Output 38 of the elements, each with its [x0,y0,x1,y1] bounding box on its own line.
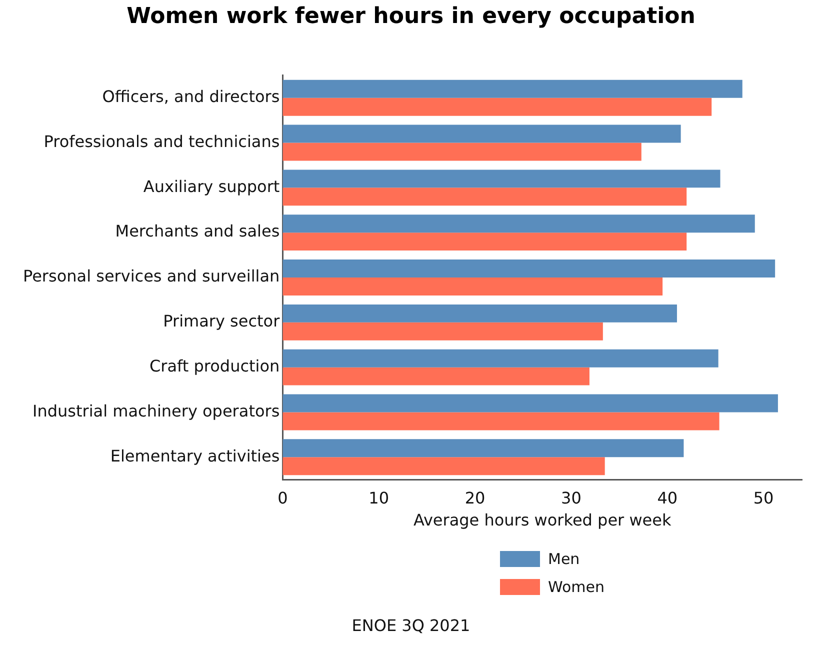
y-tick-label: Merchants and sales [115,222,280,241]
bar [282,278,663,296]
legend-label: Men [548,550,580,568]
bar [282,214,755,233]
bar [282,412,720,430]
text: ENOE 3Q 2021 [350,616,472,635]
y-tick-label: Elementary activities [110,446,280,466]
bar [282,349,718,368]
bar [282,260,776,278]
bar [282,188,687,206]
x-tick-label: 30 [561,488,582,508]
legend-label: Women [548,578,604,596]
bar [282,80,742,98]
bar [282,232,687,251]
x-tick-label: 40 [657,488,678,508]
bar [282,322,603,340]
bar [282,304,677,322]
y-tick-label: Officers, and directors [102,87,280,106]
chart-title: Women work fewer hours in every occupation [126,4,696,29]
bar [282,170,720,188]
y-tick-label: Personal services and surveillan [23,266,280,286]
y-tick-label: Professionals and technicians [44,132,280,151]
bar [282,142,642,161]
bar [282,439,684,458]
y-tick-label: Auxiliary support [143,176,280,196]
y-tick-label: Industrial machinery operators [32,401,280,420]
bar [282,98,712,116]
bar [282,457,605,476]
y-tick-label: Craft production [149,356,280,376]
x-tick-label: 0 [278,488,288,508]
y-tick-label: Primary sector [163,312,280,331]
x-tick-label: 50 [753,488,774,508]
x-tick-label: 10 [368,488,390,508]
x-tick-label: 20 [464,488,486,508]
bar [282,367,590,386]
bar [282,394,778,412]
x-axis-title: Average hours worked per week [413,510,672,530]
bar [282,124,681,143]
